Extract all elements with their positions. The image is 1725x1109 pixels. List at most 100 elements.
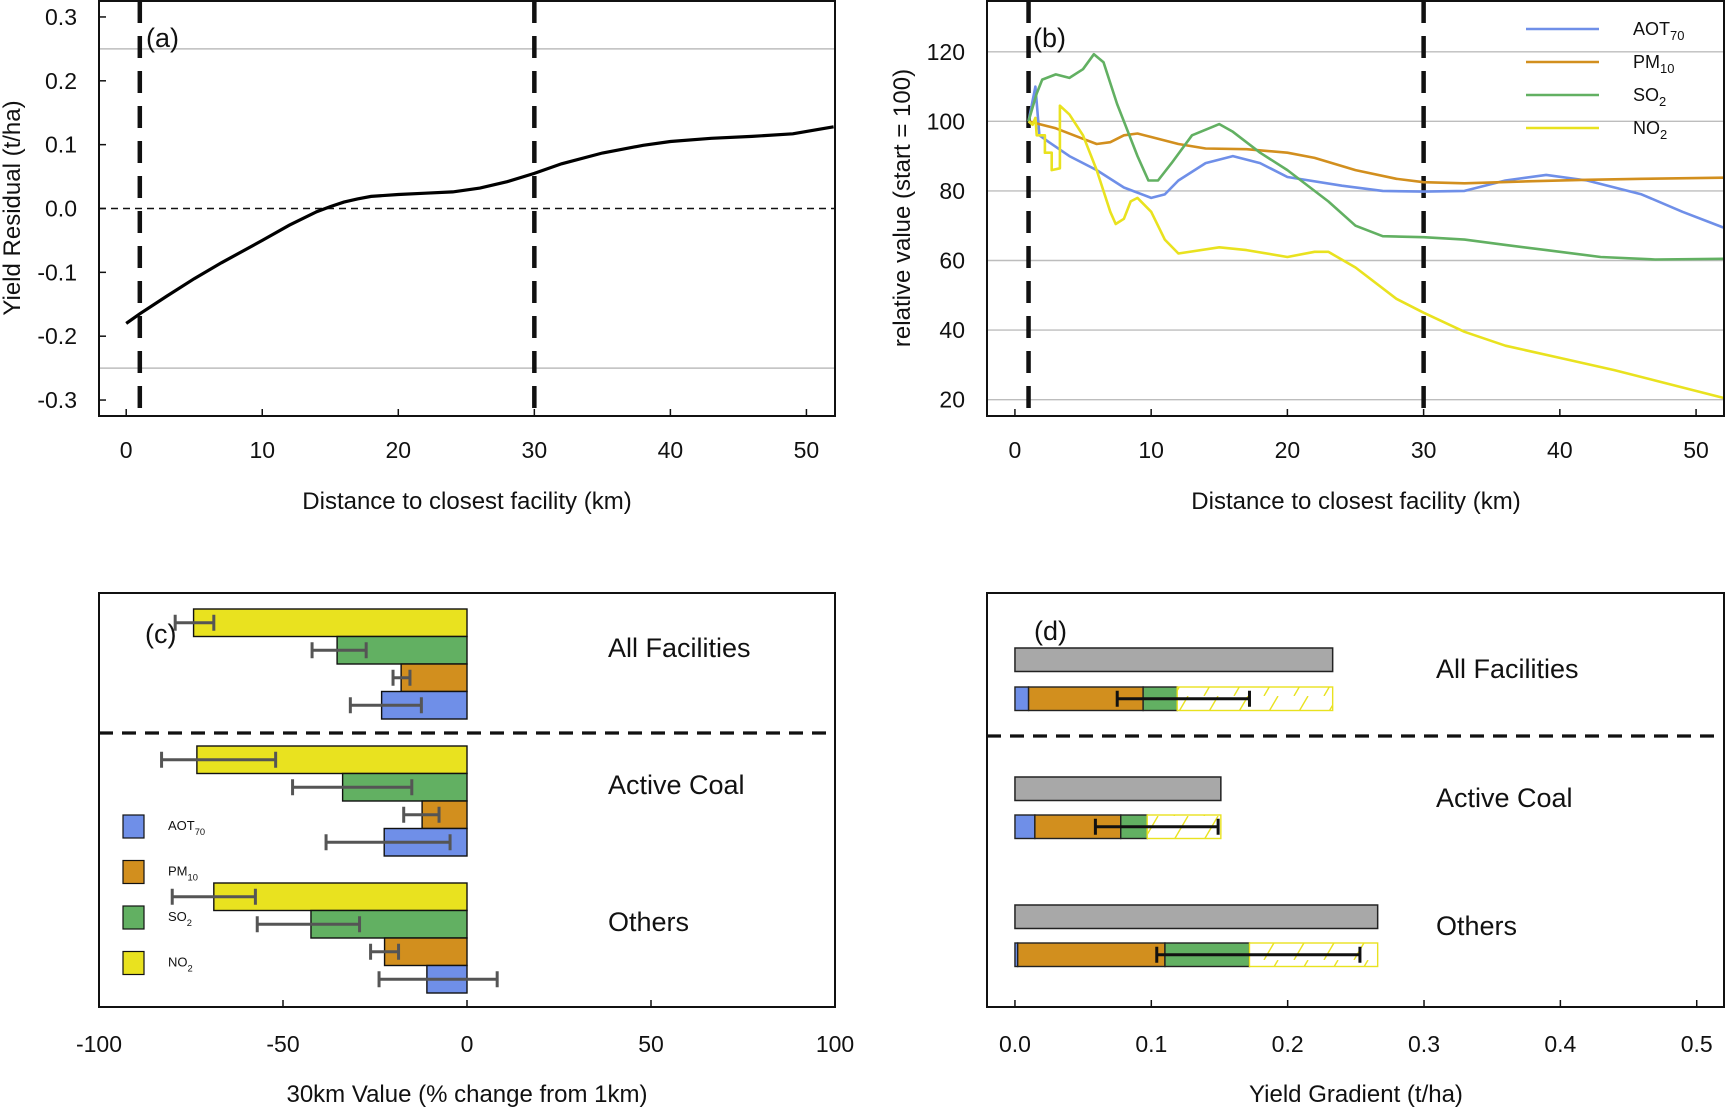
x-tick-label: 0 [461, 1031, 474, 1057]
x-tick-label: -100 [76, 1031, 122, 1057]
series-line-aot70 [1027, 85, 1724, 229]
legend-label-pm10: PM10 [168, 864, 198, 883]
legend-label-so2: SO2 [168, 909, 192, 928]
panel-c: -100 -50 0 50 100 AOT70 PM10 SO2 NO2 All Facili… [76, 592, 854, 1108]
x-tick-label: 0.2 [1272, 1031, 1304, 1057]
x-axis-title: Yield Gradient (t/ha) [1249, 1081, 1463, 1108]
y-tick-label: -0.2 [37, 323, 77, 349]
error-bar [173, 614, 216, 631]
panel-d: 0.0 0.1 0.2 0.3 0.4 0.5 All Facilities Active … [986, 592, 1725, 1108]
series-lines [1027, 52, 1724, 400]
x-tick-label: 0.0 [999, 1031, 1031, 1057]
group-label-all-facilities: All Facilities [1436, 654, 1579, 684]
panel-label-b: (b) [1033, 23, 1066, 53]
plot-frame [986, 0, 1725, 417]
legend-label-no2: NO2 [1633, 118, 1667, 142]
x-tick-label: 0.3 [1408, 1031, 1440, 1057]
y-tick-label: 120 [927, 39, 965, 65]
x-tick-label: 40 [658, 437, 684, 463]
bar-total-all-facilities [1014, 647, 1334, 673]
x-axis-title: Distance to closest facility (km) [302, 488, 631, 515]
legend-swatch-no2 [122, 950, 145, 976]
legend-swatch-so2 [122, 905, 145, 930]
error-bar [391, 669, 412, 686]
x-tick-label: 0.5 [1681, 1031, 1713, 1057]
bars [160, 608, 499, 994]
group-label-active-coal: Active Coal [608, 770, 745, 800]
error-bar [348, 697, 423, 714]
x-axis-ticks: 0 10 20 30 40 50 [1009, 409, 1709, 463]
x-tick-label: 10 [1138, 437, 1164, 463]
group-label-others: Others [608, 907, 689, 937]
y-axis-title: relative value (start = 100) [889, 69, 916, 347]
legend: AOT70 PM10 SO2 NO2 [1526, 19, 1684, 142]
x-tick-label: 50 [1683, 437, 1709, 463]
y-tick-label: -0.1 [37, 259, 77, 285]
series-line-no2 [1027, 104, 1724, 400]
panel-label-d: (d) [1034, 616, 1067, 646]
error-bar [1155, 946, 1362, 963]
y-tick-label: 60 [939, 248, 965, 274]
legend: AOT70 PM10 SO2 NO2 [122, 814, 205, 976]
gridlines [99, 48, 835, 369]
legend-label-aot70: AOT70 [168, 818, 205, 837]
x-tick-label: 30 [522, 437, 548, 463]
x-tick-label: 0 [120, 437, 133, 463]
group-labels: All Facilities Active Coal Others [1436, 654, 1579, 941]
x-tick-label: 20 [1275, 437, 1301, 463]
error-bar [310, 642, 368, 659]
error-bar [291, 779, 414, 796]
y-tick-label: 80 [939, 178, 965, 204]
legend-label-aot70: AOT70 [1633, 19, 1684, 43]
bar-all-facilities-no2 [192, 608, 468, 638]
panel-label-c: (c) [145, 619, 176, 649]
error-bar [369, 943, 401, 960]
plot-frame [986, 592, 1725, 1008]
y-tick-label: 40 [939, 317, 965, 343]
x-axis-ticks: 0 10 20 30 40 50 [120, 409, 819, 463]
series-line-pm10 [1028, 120, 1724, 185]
bar-segment-active-coal-aot70 [1014, 814, 1036, 840]
y-tick-label: 20 [939, 387, 965, 413]
panel-b: 0 10 20 30 40 50 120 100 80 60 40 20 AOT70 PM10 SO2 N… [889, 0, 1725, 515]
y-axis-ticks: 0.3 0.2 0.1 0.0 -0.1 -0.2 -0.3 [37, 4, 106, 413]
x-tick-label: 20 [386, 437, 412, 463]
error-bar [1093, 818, 1220, 835]
bars [1014, 647, 1379, 968]
error-bar [324, 834, 452, 851]
error-bar [377, 971, 499, 988]
error-bar [170, 888, 257, 905]
y-tick-label: 0.3 [45, 4, 77, 30]
y-axis-ticks: 120 100 80 60 40 20 [927, 39, 965, 413]
group-label-active-coal: Active Coal [1436, 783, 1573, 813]
x-tick-label: 0.1 [1135, 1031, 1167, 1057]
legend-label-no2: NO2 [168, 955, 193, 974]
x-tick-label: 10 [249, 437, 275, 463]
y-tick-label: 0.1 [45, 132, 77, 158]
y-axis-title: Yield Residual (t/ha) [0, 100, 26, 315]
error-bar [160, 751, 278, 768]
x-tick-label: 50 [794, 437, 820, 463]
series-line-yield-residual [125, 125, 834, 325]
x-tick-label: 50 [638, 1031, 664, 1057]
x-tick-label: 0 [1009, 437, 1022, 463]
x-axis-ticks: 0.0 0.1 0.2 0.3 0.4 0.5 [999, 1000, 1713, 1057]
error-bar [1115, 690, 1251, 707]
legend-label-pm10: PM10 [1633, 52, 1674, 76]
series-line-so2 [1027, 52, 1724, 261]
group-label-others: Others [1436, 911, 1517, 941]
x-tick-label: 40 [1547, 437, 1573, 463]
legend-swatch-aot70 [122, 814, 145, 839]
x-axis-title: 30km Value (% change from 1km) [286, 1081, 647, 1108]
x-tick-label: 0.4 [1544, 1031, 1576, 1057]
y-tick-label: -0.3 [37, 387, 77, 413]
panel-a: 0 10 20 30 40 50 0.3 0.2 0.1 0.0 -0.1 -0.2 -0.3 (a)… [0, 0, 836, 515]
x-axis-ticks: -100 -50 0 50 100 [76, 1000, 854, 1057]
x-tick-label: 100 [816, 1031, 854, 1057]
error-bar [255, 916, 362, 933]
legend-label-so2: SO2 [1633, 85, 1666, 109]
legend-swatch-pm10 [122, 859, 145, 885]
x-tick-label: 30 [1411, 437, 1437, 463]
bar-total-active-coal [1014, 776, 1222, 802]
